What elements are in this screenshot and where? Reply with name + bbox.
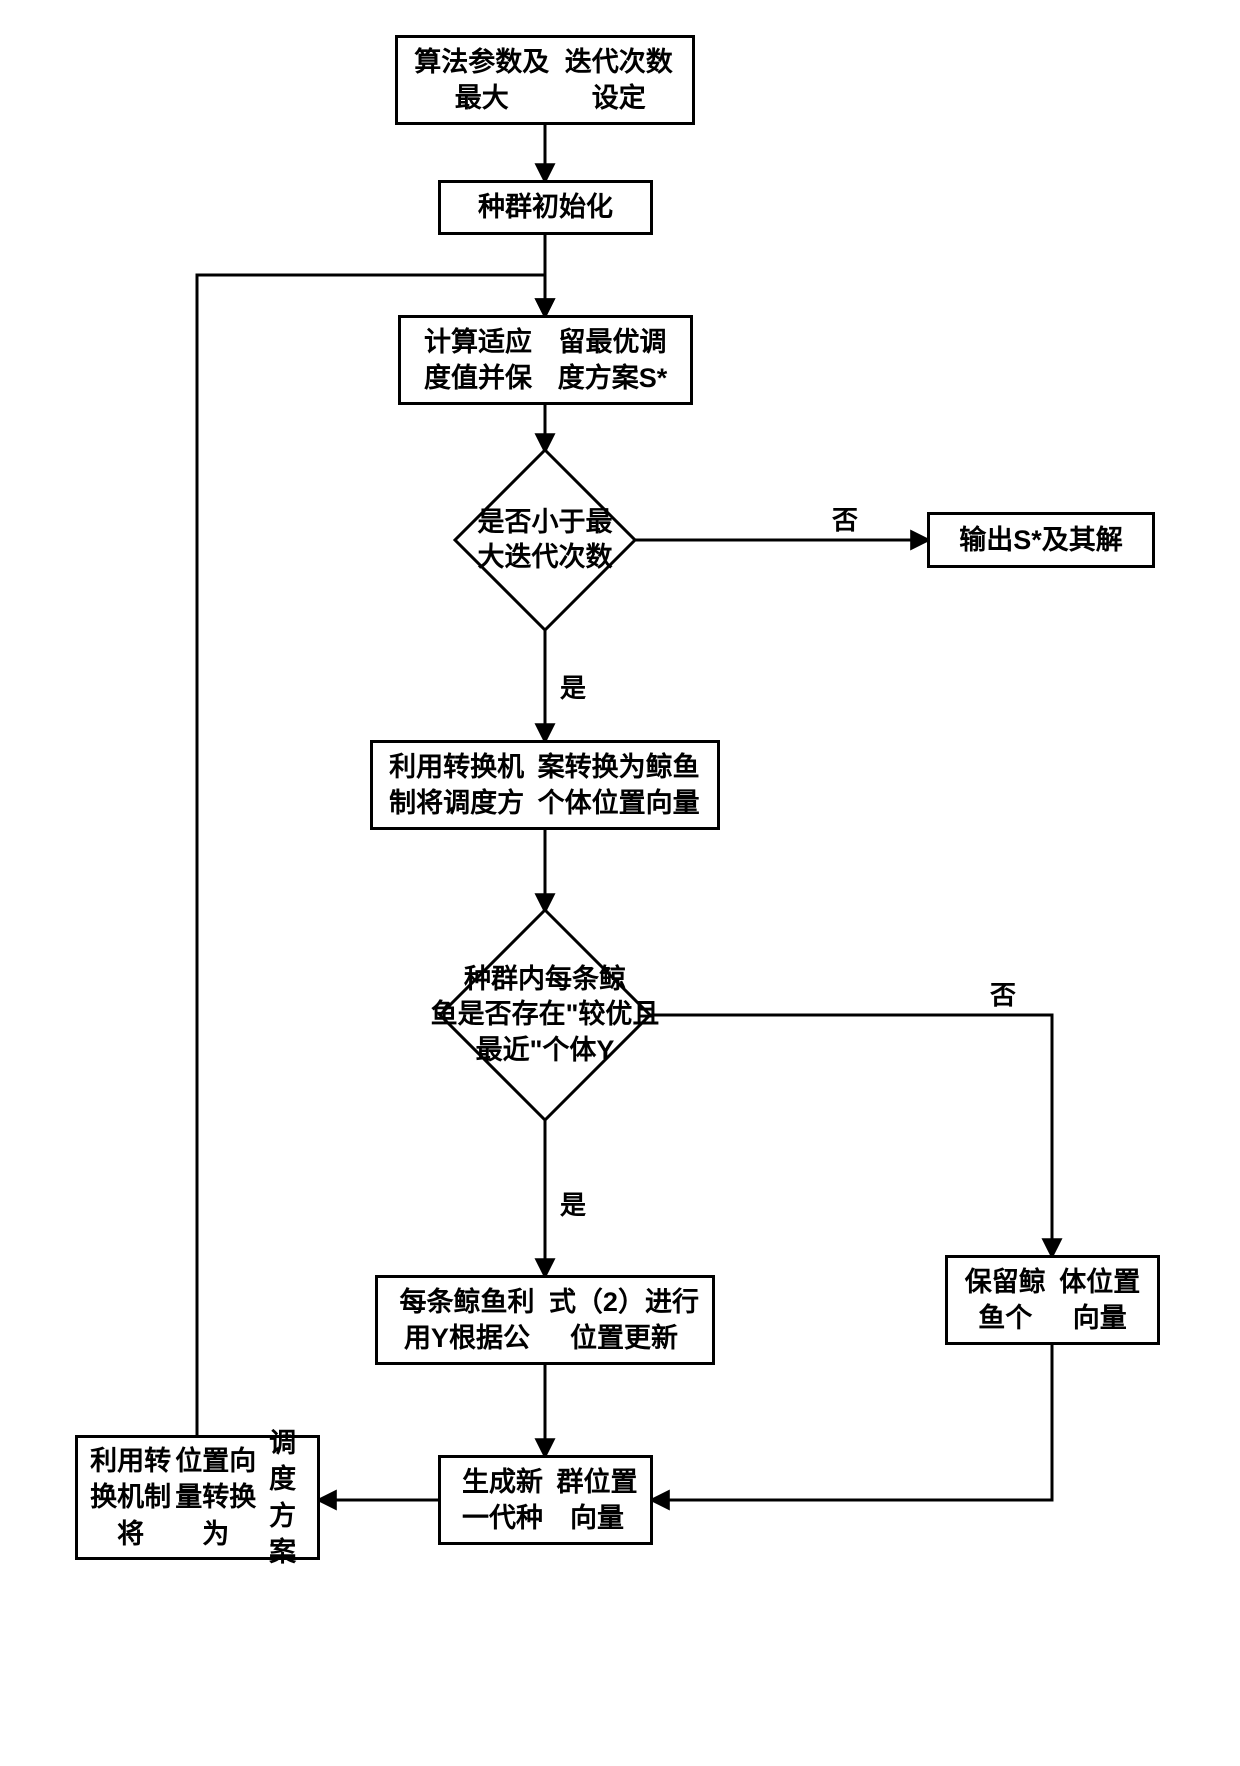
node-d2-line1: 鱼是否存在"较优且: [431, 999, 660, 1029]
edge-label-7: 否: [990, 975, 1016, 1012]
edge-7: [650, 1015, 1052, 1255]
node-n1-line0: 算法参数及最大: [408, 44, 556, 117]
node-n8-line1: 位置向量转换为: [173, 1443, 258, 1552]
node-d2-line2: 最近"个体Y: [476, 1035, 615, 1065]
node-n5: 每条鲸鱼利用Y根据公式（2）进行位置更新: [375, 1275, 715, 1365]
node-n1: 算法参数及最大迭代次数设定: [395, 35, 695, 125]
node-n2-line0: 种群初始化: [478, 189, 613, 225]
node-d2: 种群内每条鲸鱼是否存在"较优且最近"个体Y: [394, 910, 696, 1120]
edge-9: [653, 1345, 1052, 1500]
node-d1: 是否小于最大迭代次数: [415, 450, 674, 630]
edge-label-6: 是: [560, 1185, 586, 1222]
node-n8: 利用转换机制将位置向量转换为调度方案: [75, 1435, 320, 1560]
node-n5-line1: 式（2）进行位置更新: [546, 1284, 702, 1357]
node-n4: 利用转换机制将调度方案转换为鲸鱼个体位置向量: [370, 740, 720, 830]
edge-label-4: 否: [832, 500, 858, 537]
node-n3-line1: 留最优调度方案S*: [545, 324, 680, 397]
node-n4-line1: 案转换为鲸鱼个体位置向量: [530, 749, 707, 822]
edge-label-3: 是: [560, 668, 586, 705]
node-n3-line0: 计算适应度值并保: [411, 324, 545, 397]
node-n6-line0: 保留鲸鱼个: [958, 1264, 1053, 1337]
node-n8-line0: 利用转换机制将: [88, 1443, 173, 1552]
node-n7-line1: 群位置向量: [554, 1464, 640, 1537]
node-n7: 生成新一代种群位置向量: [438, 1455, 653, 1545]
node-d1-line0: 是否小于最: [477, 507, 612, 537]
node-d1-line1: 大迭代次数: [477, 542, 612, 572]
node-d2-line0: 种群内每条鲸: [464, 964, 626, 994]
node-n4-line0: 利用转换机制将调度方: [383, 749, 530, 822]
node-n6-line1: 体位置向量: [1053, 1264, 1148, 1337]
node-o1-line0: 输出S*及其解: [959, 522, 1123, 558]
node-n1-line1: 迭代次数设定: [556, 44, 682, 117]
node-n6: 保留鲸鱼个体位置向量: [945, 1255, 1160, 1345]
node-o1: 输出S*及其解: [927, 512, 1155, 568]
node-n5-line0: 每条鲸鱼利用Y根据公: [388, 1284, 546, 1357]
node-n3: 计算适应度值并保留最优调度方案S*: [398, 315, 693, 405]
node-n7-line0: 生成新一代种: [451, 1464, 554, 1537]
edge-11: [197, 275, 545, 1435]
node-n8-line2: 调度方案: [258, 1425, 307, 1571]
node-n2: 种群初始化: [438, 180, 653, 235]
